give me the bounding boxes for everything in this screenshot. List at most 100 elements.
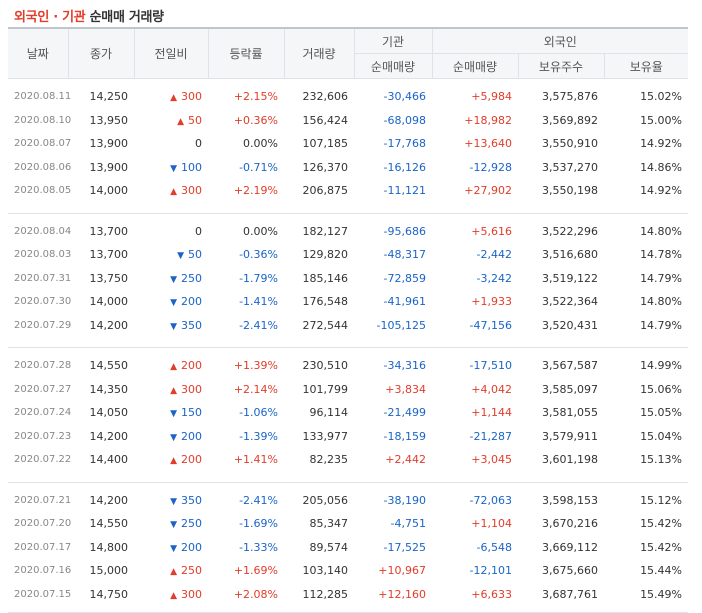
cell-rate: +2.15% bbox=[233, 90, 278, 104]
cell-date: 2020.07.17 bbox=[14, 541, 72, 553]
triangle-down-icon: ▼ bbox=[170, 432, 177, 443]
cell-rate: +1.69% bbox=[233, 564, 278, 578]
triangle-up-icon: ▲ bbox=[170, 93, 177, 104]
group-separator bbox=[8, 202, 689, 214]
cell-foreign-net: -47,156 bbox=[469, 318, 512, 332]
cell-change: ▼ 150 bbox=[134, 401, 208, 425]
cell-rate: -1.41% bbox=[239, 295, 278, 309]
cell-change: ▼ 100 bbox=[134, 156, 208, 180]
cell-holdings: 3,522,296 bbox=[542, 224, 598, 238]
cell-volume: 206,875 bbox=[302, 184, 349, 198]
cell-holdings: 3,522,364 bbox=[542, 295, 598, 309]
triangle-down-icon: ▼ bbox=[170, 543, 177, 554]
table-row: 2020.07.21 14,200 ▼ 350 -2.41% 205,056 -38,190… bbox=[8, 489, 688, 513]
cell-holding-ratio: 15.42% bbox=[640, 540, 683, 554]
cell-holding-ratio: 15.02% bbox=[640, 90, 683, 104]
change-value: 200 bbox=[181, 295, 202, 309]
cell-close: 14,200 bbox=[89, 318, 129, 332]
cell-date: 2020.07.20 bbox=[14, 518, 72, 530]
cell-holding-ratio: 15.42% bbox=[640, 517, 683, 531]
cell-holdings: 3,550,198 bbox=[542, 184, 598, 198]
cell-holdings: 3,601,198 bbox=[542, 453, 598, 467]
cell-close: 14,000 bbox=[89, 295, 129, 309]
cell-volume: 133,977 bbox=[302, 429, 349, 443]
cell-volume: 129,820 bbox=[302, 248, 349, 262]
triangle-up-icon: ▲ bbox=[170, 187, 177, 198]
cell-foreign-net: +1,104 bbox=[471, 517, 512, 531]
cell-close: 14,200 bbox=[89, 493, 129, 507]
triangle-up-icon: ▲ bbox=[170, 567, 177, 578]
cell-foreign-net: +13,640 bbox=[464, 137, 512, 151]
triangle-down-icon: ▼ bbox=[170, 520, 177, 531]
cell-inst-net: +2,442 bbox=[385, 453, 426, 467]
table-row: 2020.08.11 14,250 ▲ 300 +2.15% 232,606 -30,466… bbox=[8, 85, 688, 109]
cell-volume: 156,424 bbox=[302, 113, 349, 127]
cell-rate: -1.06% bbox=[239, 406, 278, 420]
cell-inst-net: -17,768 bbox=[383, 137, 426, 151]
cell-volume: 182,127 bbox=[302, 224, 349, 238]
change-value: 300 bbox=[181, 90, 202, 104]
cell-holdings: 3,687,761 bbox=[542, 587, 598, 601]
table-row: 2020.08.10 13,950 ▲ 50 +0.36% 156,424 -68,098 +… bbox=[8, 109, 688, 133]
cell-rate: +1.39% bbox=[233, 359, 278, 373]
cell-holding-ratio: 15.04% bbox=[640, 429, 683, 443]
cell-holding-ratio: 14.92% bbox=[640, 184, 683, 198]
cell-close: 13,700 bbox=[89, 224, 129, 238]
cell-rate: -1.39% bbox=[239, 429, 278, 443]
header-holding-ratio: 보유율 bbox=[603, 53, 689, 79]
cell-date: 2020.07.27 bbox=[14, 383, 72, 395]
cell-change: ▼ 50 bbox=[134, 243, 208, 267]
group-separator bbox=[8, 337, 689, 348]
cell-inst-net: -34,316 bbox=[383, 359, 426, 373]
title-part2: 순매매 거래량 bbox=[89, 10, 164, 25]
change-value: 300 bbox=[181, 184, 202, 198]
cell-close: 14,750 bbox=[89, 587, 129, 601]
change-value: 250 bbox=[181, 271, 202, 285]
cell-holding-ratio: 14.78% bbox=[640, 248, 683, 262]
triangle-down-icon: ▼ bbox=[170, 274, 177, 285]
triangle-down-icon: ▼ bbox=[170, 496, 177, 507]
header-inst-group: 기관 bbox=[353, 27, 432, 54]
cell-rate: -0.36% bbox=[239, 248, 278, 262]
cell-inst-net: -41,961 bbox=[383, 295, 426, 309]
page-title: 외국인 · 기관 순매매 거래량 bbox=[14, 6, 164, 25]
cell-inst-net: -48,317 bbox=[383, 248, 426, 262]
change-value: 250 bbox=[181, 564, 202, 578]
cell-volume: 272,544 bbox=[302, 318, 349, 332]
header-foreign-group: 외국인 bbox=[431, 27, 689, 54]
cell-rate: +0.36% bbox=[233, 113, 278, 127]
table-row: 2020.07.15 14,750 ▲ 300 +2.08% 112,285 +12,160… bbox=[8, 583, 688, 607]
title-part1: 외국인 · 기관 bbox=[14, 10, 86, 25]
change-value: 200 bbox=[181, 453, 202, 467]
cell-foreign-net: +6,633 bbox=[471, 587, 512, 601]
cell-change: ▲ 300 bbox=[134, 85, 208, 109]
cell-date: 2020.08.04 bbox=[14, 225, 72, 237]
header-close: 종가 bbox=[67, 27, 134, 79]
cell-volume: 107,185 bbox=[302, 137, 349, 151]
cell-holding-ratio: 14.80% bbox=[640, 224, 683, 238]
cell-rate: -1.33% bbox=[239, 540, 278, 554]
cell-volume: 101,799 bbox=[302, 382, 349, 396]
cell-date: 2020.07.16 bbox=[14, 565, 72, 577]
cell-inst-net: -30,466 bbox=[383, 90, 426, 104]
cell-inst-net: -105,125 bbox=[376, 318, 426, 332]
table-row: 2020.08.06 13,900 ▼ 100 -0.71% 126,370 -16,126… bbox=[8, 156, 688, 180]
cell-date: 2020.07.22 bbox=[14, 454, 72, 466]
cell-date: 2020.07.31 bbox=[14, 272, 72, 284]
cell-holding-ratio: 15.05% bbox=[640, 406, 683, 420]
cell-holding-ratio: 14.99% bbox=[640, 359, 683, 373]
cell-inst-net: +12,160 bbox=[378, 587, 426, 601]
cell-holding-ratio: 14.79% bbox=[640, 318, 683, 332]
cell-foreign-net: +5,984 bbox=[471, 90, 512, 104]
cell-volume: 82,235 bbox=[309, 453, 349, 467]
cell-change: 0 bbox=[134, 220, 208, 244]
table-row: 2020.07.30 14,000 ▼ 200 -1.41% 176,548 -41,961… bbox=[8, 290, 688, 314]
change-value: 0 bbox=[195, 224, 202, 238]
group-separator bbox=[8, 471, 689, 483]
cell-holdings: 3,581,055 bbox=[542, 406, 598, 420]
cell-close: 14,550 bbox=[89, 517, 129, 531]
cell-foreign-net: -21,287 bbox=[469, 429, 512, 443]
cell-close: 14,200 bbox=[89, 429, 129, 443]
triangle-up-icon: ▲ bbox=[170, 456, 177, 467]
cell-holding-ratio: 15.06% bbox=[640, 382, 683, 396]
